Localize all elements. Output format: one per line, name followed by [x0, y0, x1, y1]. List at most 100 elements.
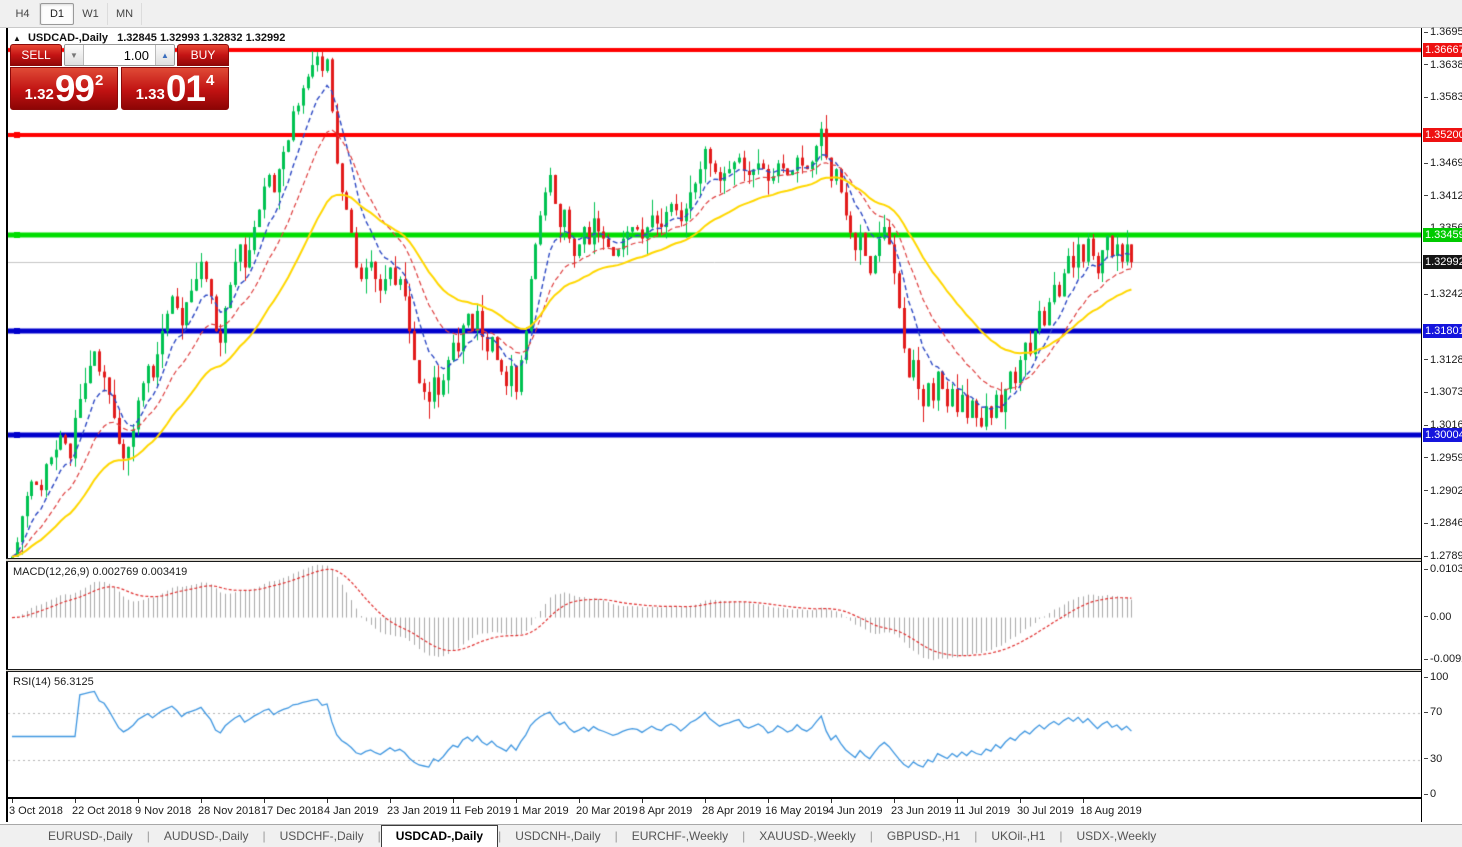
rsi-axis-label: 0: [1424, 788, 1436, 800]
price-axis-badge: 1.33459: [1423, 228, 1462, 243]
time-axis-label: 11 Feb 2019: [450, 805, 511, 817]
time-axis-tick: [957, 799, 958, 803]
ask-price-sup: 4: [206, 72, 215, 89]
bid-price-box[interactable]: 1.32 99 2: [10, 67, 118, 110]
time-axis-tick: [1083, 799, 1084, 803]
time-axis-divider: [6, 797, 1461, 799]
price-axis-label: 1.34690: [1424, 157, 1462, 169]
price-axis-label: 1.28465: [1424, 517, 1462, 529]
collapse-trade-panel-icon[interactable]: ▲: [13, 34, 21, 43]
tab-separator: |: [742, 829, 746, 843]
tab-separator: |: [869, 829, 873, 843]
bid-price-sup: 2: [95, 72, 104, 89]
ask-price-prefix: 1.33: [135, 86, 165, 103]
time-axis-tick: [264, 799, 265, 803]
time-axis-tick: [705, 799, 706, 803]
price-axis-badge: 1.32992: [1423, 255, 1462, 270]
rsi-axis-label: 30: [1424, 753, 1442, 765]
tab-separator: |: [1059, 829, 1063, 843]
bid-price-big: 99: [54, 67, 95, 109]
volume-spinner: ▼ 1.00 ▲: [64, 44, 175, 66]
timeframe-toolbar: H4 D1 W1 MN: [0, 0, 1462, 28]
timeframe-button-w1[interactable]: W1: [74, 2, 108, 25]
time-axis-label: 30 Jul 2019: [1017, 805, 1074, 817]
price-axis-label: 1.36385: [1424, 59, 1462, 71]
time-axis-tick: [579, 799, 580, 803]
rsi-axis-label: 100: [1424, 671, 1448, 683]
chart-tab-gbpusd[interactable]: GBPUSD-,H1: [886, 829, 961, 843]
timeframe-button-h4[interactable]: H4: [6, 2, 40, 25]
rsi-value: 56.3125: [53, 676, 94, 688]
price-axis-label: 1.29020: [1424, 485, 1462, 497]
timeframe-button-mn[interactable]: MN: [108, 2, 142, 25]
price-axis-badge: 1.30004: [1423, 428, 1462, 443]
time-axis-label: 22 Oct 2018: [72, 805, 132, 817]
price-axis-badge: 1.35200: [1423, 127, 1462, 142]
pane-separator[interactable]: [6, 558, 1461, 562]
tab-separator: |: [146, 829, 150, 843]
price-axis-label: 1.36955: [1424, 26, 1462, 38]
time-axis-tick: [12, 799, 13, 803]
time-axis-label: 20 Mar 2019: [576, 805, 638, 817]
chart-tab-usdcad[interactable]: USDCAD-,Daily: [380, 825, 499, 847]
bid-price-prefix: 1.32: [24, 86, 54, 103]
price-axis-label: 1.30730: [1424, 386, 1462, 398]
one-click-trading-panel: SELL ▼ 1.00 ▲ BUY 1.32 99 2 1.33 01 4: [10, 44, 229, 110]
time-axis-tick: [390, 799, 391, 803]
macd-axis-label: 0.010311: [1424, 563, 1462, 575]
time-axis-tick: [453, 799, 454, 803]
time-axis-label: 1 Mar 2019: [513, 805, 569, 817]
time-axis-tick: [831, 799, 832, 803]
tab-separator: |: [974, 829, 978, 843]
chart-tab-xauusd[interactable]: XAUUSD-,Weekly: [759, 829, 856, 843]
chart-tab-eurusd[interactable]: EURUSD-,Daily: [48, 829, 133, 843]
increase-volume-button[interactable]: ▲: [155, 45, 174, 65]
macd-name: MACD(12,26,9): [13, 566, 90, 578]
decrease-volume-button[interactable]: ▼: [65, 45, 84, 65]
rsi-axis-label: 70: [1424, 706, 1442, 718]
time-axis: 3 Oct 2018 22 Oct 2018 9 Nov 2018 28 Nov 20…: [8, 799, 1421, 822]
price-axis-label: 1.29590: [1424, 452, 1462, 464]
buy-button[interactable]: BUY: [177, 44, 229, 66]
volume-input[interactable]: 1.00: [123, 47, 149, 63]
price-chart-canvas[interactable]: [8, 28, 1421, 558]
time-axis-tick: [75, 799, 76, 803]
time-axis-tick: [642, 799, 643, 803]
tab-separator: |: [262, 829, 266, 843]
time-axis-label: 11 Jul 2019: [954, 805, 1011, 817]
chart-tab-usdchf[interactable]: USDCHF-,Daily: [279, 829, 364, 843]
time-axis-label: 4 Jun 2019: [828, 805, 883, 817]
price-axis-label: 1.27895: [1424, 550, 1462, 562]
rsi-indicator-canvas[interactable]: [8, 672, 1421, 797]
time-axis-label: 23 Jun 2019: [891, 805, 952, 817]
time-axis-label: 28 Nov 2018: [198, 805, 261, 817]
chart-ohlc-values: 1.32845 1.32993 1.32832 1.32992: [117, 32, 286, 44]
time-axis-tick: [201, 799, 202, 803]
pane-separator[interactable]: [6, 669, 1461, 672]
rsi-label: RSI(14) 56.3125: [13, 676, 94, 688]
chart-tab-audusd[interactable]: AUDUSD-,Daily: [163, 829, 249, 843]
time-axis-label: 9 Nov 2018: [135, 805, 192, 817]
time-axis-tick: [894, 799, 895, 803]
time-axis-label: 28 Apr 2019: [702, 805, 762, 817]
chart-tab-usdcnh[interactable]: USDCNH-,Daily: [515, 829, 601, 843]
time-axis-label: 16 May 2019: [765, 805, 829, 817]
price-axis-label: 1.32425: [1424, 288, 1462, 300]
time-axis-label: 8 Apr 2019: [639, 805, 693, 817]
chart-tab-eurchf[interactable]: EURCHF-,Weekly: [631, 829, 729, 843]
ask-price-box[interactable]: 1.33 01 4: [121, 67, 229, 110]
chart-tab-ukoil[interactable]: UKOil-,H1: [991, 829, 1046, 843]
time-axis-label: 23 Jan 2019: [387, 805, 448, 817]
sell-button[interactable]: SELL: [10, 44, 62, 66]
price-axis-label: 1.31285: [1424, 354, 1462, 366]
chart-title: ▲ USDCAD-,Daily 1.32845 1.32993 1.32832 …: [13, 32, 285, 44]
price-axis-label: 1.35830: [1424, 91, 1462, 103]
chart-symbol-period: USDCAD-,Daily: [27, 32, 109, 44]
time-axis-tick: [516, 799, 517, 803]
chart-tab-usdx[interactable]: USDX-,Weekly: [1076, 829, 1157, 843]
timeframe-button-d1[interactable]: D1: [40, 2, 74, 25]
time-axis-tick: [768, 799, 769, 803]
macd-indicator-canvas[interactable]: [8, 562, 1421, 669]
tab-separator: |: [498, 829, 502, 843]
